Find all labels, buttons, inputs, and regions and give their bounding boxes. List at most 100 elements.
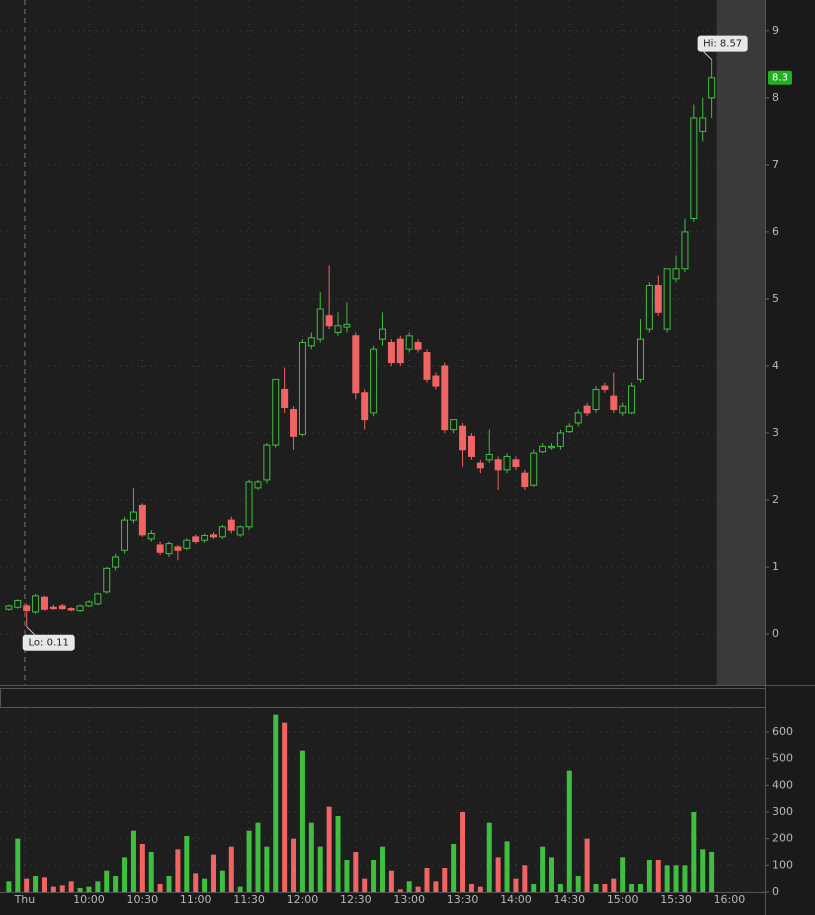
volume-bar <box>682 865 688 892</box>
volume-bar <box>664 865 670 892</box>
volume-bar <box>237 886 243 892</box>
x-tick-label: 13:00 <box>393 893 425 906</box>
candle-body <box>49 606 57 610</box>
candle-body <box>227 519 235 531</box>
volume-bar <box>513 878 519 892</box>
last-price-badge <box>768 70 792 85</box>
y-tick-label: 9 <box>772 24 779 37</box>
y-tick-label: 8 <box>772 91 779 104</box>
candle-body <box>156 544 164 553</box>
candle-body <box>459 425 467 451</box>
volume-bar <box>317 846 323 892</box>
volume-bar <box>184 836 190 892</box>
volume-bar <box>531 884 537 892</box>
candle-body <box>423 352 431 380</box>
x-tick-label: Thu <box>14 893 36 906</box>
x-tick-label: 13:30 <box>447 893 479 906</box>
candle-body <box>307 337 315 347</box>
candle-body <box>387 342 395 364</box>
candle-body <box>254 481 262 489</box>
hi-pointer <box>703 51 712 61</box>
x-tick-label: 11:00 <box>180 893 212 906</box>
y-tick-label: 500 <box>772 752 793 765</box>
volume-bar <box>620 857 626 892</box>
volume-bar <box>308 822 314 892</box>
volume-bar <box>6 881 12 892</box>
candle-body <box>628 385 636 414</box>
candle-body <box>708 77 716 99</box>
y-tick-label: 4 <box>772 359 779 372</box>
candle-body <box>592 388 600 411</box>
x-tick-label: 16:00 <box>714 893 746 906</box>
volume-bar <box>50 886 56 892</box>
candle-body <box>441 365 449 431</box>
volume-bar <box>486 822 492 892</box>
volume-bar <box>646 860 652 892</box>
candle-body <box>512 459 520 467</box>
volume-bar <box>344 860 350 892</box>
volume-bar <box>655 860 661 892</box>
volume-bar <box>157 884 163 892</box>
candle-body <box>361 392 369 421</box>
volume-bar <box>264 846 270 892</box>
lo-box <box>22 634 75 651</box>
candle-body <box>112 556 120 568</box>
volume-bar <box>637 884 643 892</box>
candle-body <box>432 375 440 387</box>
volume-bar <box>86 886 92 892</box>
candle-body <box>209 534 217 538</box>
volume-bar <box>95 881 101 892</box>
y-tick-label: 0 <box>772 885 779 898</box>
candle-body <box>370 348 378 414</box>
volume-bar <box>353 852 359 892</box>
volume-bar <box>575 876 581 892</box>
volume-bar <box>130 830 136 892</box>
volume-bar <box>673 865 679 892</box>
volume-bar <box>415 886 421 892</box>
volume-header <box>0 688 766 708</box>
future-shade <box>716 0 765 685</box>
volume-bar <box>629 884 635 892</box>
volume-bar <box>362 878 368 892</box>
volume-bar <box>611 878 617 892</box>
candle-body <box>272 378 280 446</box>
volume-bar <box>397 889 403 892</box>
volume-bar <box>282 722 288 892</box>
y-tick-label: 400 <box>772 778 793 791</box>
volume-bar <box>504 841 510 892</box>
volume-bar <box>522 865 528 892</box>
candle-body <box>476 462 484 469</box>
candle-body <box>503 455 511 471</box>
x-tick-label: 12:00 <box>287 893 319 906</box>
volume-bar <box>24 878 30 892</box>
hi-label: Hi: 8.57 <box>703 39 742 50</box>
candle-body <box>405 335 413 350</box>
candle-body <box>14 600 22 608</box>
candle-body <box>23 605 31 612</box>
y-tick-label: 5 <box>772 292 779 305</box>
candle-body <box>414 342 422 350</box>
candle-body <box>556 432 564 447</box>
x-tick-label: 15:30 <box>660 893 692 906</box>
y-tick-label: 6 <box>772 225 779 238</box>
volume-bar <box>549 857 555 892</box>
volume-bar <box>166 876 172 892</box>
volume-bar <box>477 886 483 892</box>
candle-body <box>290 409 298 437</box>
candle-body <box>699 117 707 132</box>
candle-body <box>58 605 66 610</box>
candle-body <box>548 445 556 449</box>
volume-bar <box>460 812 466 892</box>
candle-body <box>530 452 538 486</box>
volume-bar <box>602 884 608 892</box>
volume-bar <box>700 849 706 892</box>
x-tick-label: 15:00 <box>607 893 639 906</box>
volume-bar <box>219 870 225 892</box>
candle-body <box>236 526 244 536</box>
candle-body <box>610 395 618 411</box>
candle-body <box>245 481 253 528</box>
candle-body <box>183 539 191 549</box>
candle-body <box>201 535 209 541</box>
